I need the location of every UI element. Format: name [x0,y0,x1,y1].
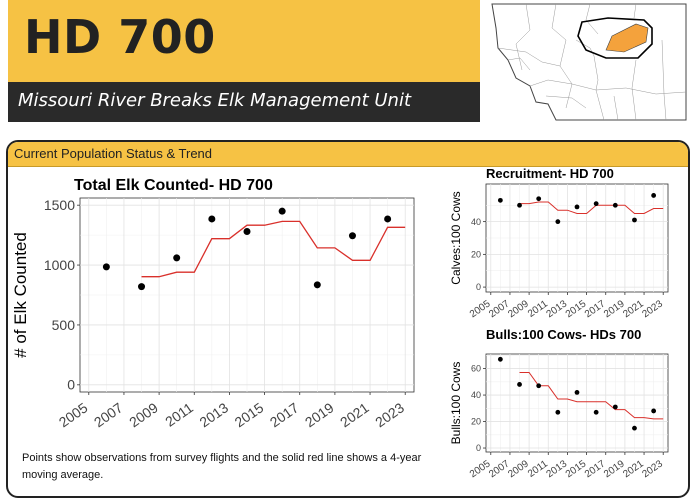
chart-title: Total Elk Counted- HD 700 [74,177,273,194]
hd700-highlight [605,23,649,53]
subtitle-bar: Missouri River Breaks Elk Management Uni… [8,82,480,122]
region-outline [577,17,653,59]
x-tick-label: 2005 [56,399,91,430]
x-tick-label: 2019 [302,399,337,430]
moving-average-line [519,201,664,214]
data-point [555,409,561,415]
total-elk-chart: 0 500 1000 1500 2005 2007 2009 2011 2013 2015 2017… [11,177,415,430]
chart-title: Recruitment- HD 700 [486,166,614,181]
district-boundaries [497,3,687,121]
data-point [555,219,561,225]
x-tick-label: 2023 [372,399,407,430]
title-banner: HD 700 [8,0,480,82]
data-point [632,425,637,431]
y-tick-label: 500 [52,317,76,333]
bulls-cows-chart: 0204060200520072009201120132015201720192… [449,327,669,480]
chart-title: Bulls:100 Cows- HDs 700 [486,327,641,342]
data-point [632,217,637,223]
y-tick-label: 20 [471,417,481,427]
y-axis-label: Calves:100 Cows [449,191,463,284]
data-point [208,215,216,223]
x-tick-label: 2017 [267,399,302,430]
x-tick-label: 2023 [640,458,665,480]
x-tick-label: 2015 [232,399,267,430]
data-point [517,382,522,387]
page-title: HD 700 [24,10,216,64]
y-axis-label: Bulls:100 Cows [449,362,463,445]
data-point [651,408,657,414]
y-tick-label: 1000 [44,257,75,273]
x-tick-label: 2009 [126,399,161,430]
recruitment-chart: 0204020052007200920112013201520172019202… [449,166,669,320]
y-tick-label: 60 [471,364,481,374]
y-tick-label: 20 [471,250,481,260]
data-point [497,197,503,203]
montana-hunting-district-map-icon [491,3,687,121]
moving-average-line [141,220,406,278]
y-tick-label: 40 [471,217,481,227]
data-point [574,204,580,210]
data-point [612,404,618,410]
data-point [313,281,321,289]
x-tick-label: 2011 [162,399,196,429]
moving-average-line [519,372,664,420]
data-point [536,383,542,389]
x-tick-label: 2023 [640,298,665,320]
y-tick-label: 0 [67,377,75,393]
panel-header: Current Population Status & Trend [8,142,688,167]
y-tick-label: 0 [476,443,481,453]
data-point [612,202,618,208]
data-point [593,409,599,415]
y-axis-label: # of Elk Counted [11,232,30,358]
data-point [138,283,146,291]
data-point [497,356,503,362]
panel-heading: Current Population Status & Trend [14,146,213,161]
data-point [278,207,286,215]
data-point [173,254,181,262]
data-point [243,228,251,236]
data-point [384,215,392,223]
data-point [593,201,599,207]
y-tick-label: 0 [476,282,481,292]
x-tick-label: 2021 [337,399,372,430]
data-point [517,202,522,208]
x-tick-label: 2007 [91,399,126,430]
chart-note: Points show observations from survey fli… [22,452,422,481]
data-point [102,263,110,271]
y-tick-label: 40 [471,390,481,400]
x-tick-label: 2013 [196,399,231,430]
data-point [536,196,542,202]
data-point [348,232,356,240]
data-point [651,193,657,198]
y-tick-label: 1500 [44,197,75,213]
data-point [574,390,580,395]
page-subtitle: Missouri River Breaks Elk Management Uni… [18,90,412,111]
